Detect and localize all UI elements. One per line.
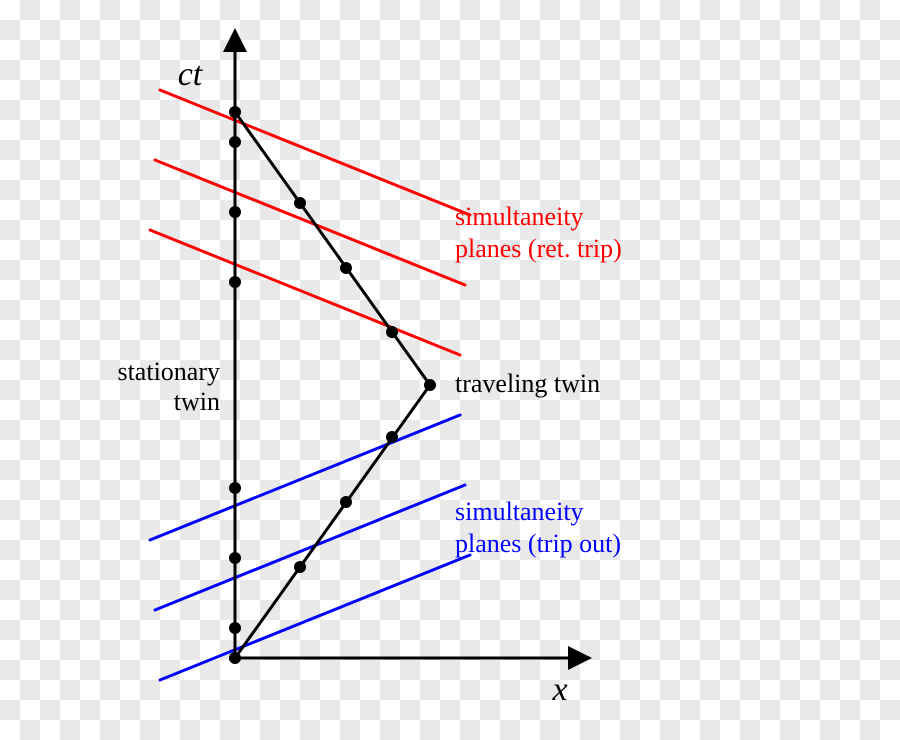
label-traveling: traveling twin — [455, 369, 600, 398]
simultaneity-plane-outbound — [155, 485, 465, 610]
label-x: x — [551, 671, 567, 708]
event-dot — [294, 561, 306, 573]
event-dot — [229, 276, 241, 288]
label-ret_l2: planes (ret. trip) — [455, 234, 622, 263]
label-out_l2: planes (trip out) — [455, 529, 621, 558]
label-ct: ct — [178, 56, 204, 93]
label-ret_l1: simultaneity — [455, 202, 584, 231]
event-dot — [229, 106, 241, 118]
simultaneity-plane-outbound — [150, 415, 460, 540]
event-dot — [229, 652, 241, 664]
minkowski-diagram: ct x stationarytwin traveling twin simultane… — [0, 0, 900, 740]
event-dot — [386, 431, 398, 443]
simultaneity-plane-outbound — [160, 555, 470, 680]
labels: ct x stationarytwin traveling twin simultane… — [117, 56, 621, 708]
event-dot — [386, 326, 398, 338]
worldline-outbound — [235, 385, 430, 658]
worldline-return — [235, 112, 430, 385]
simultaneity-plane-return — [160, 90, 470, 215]
traveling-twin-worldline — [235, 112, 430, 658]
simultaneity-plane-return — [155, 160, 465, 285]
axes — [235, 40, 580, 658]
event-dot — [229, 622, 241, 634]
event-dot — [229, 136, 241, 148]
label-stationary_l1: stationary — [117, 357, 220, 386]
event-dot — [340, 496, 352, 508]
event-dot — [340, 262, 352, 274]
event-dot — [229, 206, 241, 218]
label-stationary_l2: twin — [174, 387, 220, 416]
event-dot — [229, 482, 241, 494]
simultaneity-planes-return — [150, 90, 470, 355]
event-dot — [424, 379, 436, 391]
simultaneity-planes-outbound — [150, 415, 470, 680]
label-out_l1: simultaneity — [455, 497, 584, 526]
event-dot — [229, 552, 241, 564]
simultaneity-plane-return — [150, 230, 460, 355]
event-dot — [294, 197, 306, 209]
